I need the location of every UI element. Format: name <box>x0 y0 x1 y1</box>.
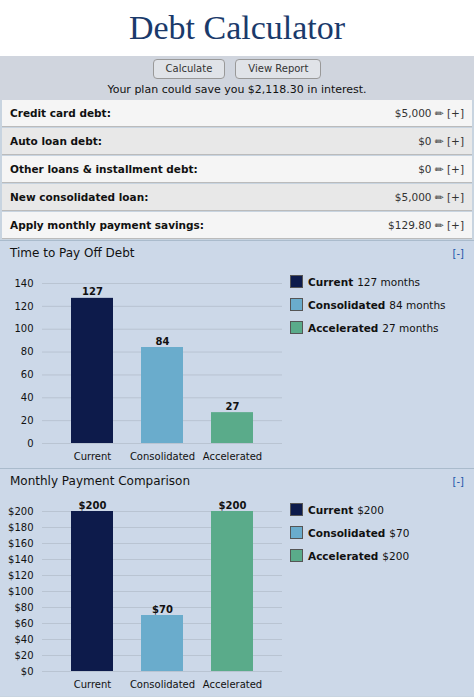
svg-text:80: 80 <box>21 346 34 357</box>
svg-text:$200: $200 <box>8 506 33 517</box>
html-text:Accelerated $200: Accelerated $200 <box>308 549 410 562</box>
html-text:$5,000 ✏ [+]: $5,000 ✏ [+] <box>394 191 464 203</box>
html-text:$129.80 ✏ [+]: $129.80 ✏ [+] <box>388 219 464 231</box>
svg-text:100: 100 <box>14 323 33 334</box>
svg-text:Current: Current <box>74 679 112 690</box>
svg-text:84: 84 <box>156 336 170 347</box>
svg-text:20: 20 <box>21 415 34 426</box>
html-text:Consolidated 84 months: Consolidated 84 months <box>308 298 446 311</box>
svg-text:Consolidated: Consolidated <box>130 451 195 462</box>
html-text:Time to Pay Off Debt: Time to Pay Off Debt <box>10 246 135 260</box>
html-text:Current 127 months: Current 127 months <box>308 275 421 288</box>
svg-text:Current: Current <box>74 451 112 462</box>
svg-text:$100: $100 <box>8 586 33 597</box>
svg-text:Accelerated: Accelerated <box>203 451 262 462</box>
html-text:New consolidated loan:: New consolidated loan: <box>10 191 149 203</box>
html-text:Monthly Payment Comparison: Monthly Payment Comparison <box>10 474 191 488</box>
html-text:Consolidated $70: Consolidated $70 <box>308 526 410 539</box>
svg-text:Accelerated: Accelerated <box>203 679 262 690</box>
svg-text:140: 140 <box>14 278 33 289</box>
svg-text:Consolidated: Consolidated <box>130 679 195 690</box>
html-text:$0 ✏ [+]: $0 ✏ [+] <box>418 135 464 147</box>
svg-text:$20: $20 <box>14 650 33 661</box>
html-text:Other loans & installment debt: Other loans & installment debt: <box>10 163 198 175</box>
html-text:Calculate: Calculate <box>165 63 213 74</box>
html-text:Debt Calculator: Debt Calculator <box>128 9 346 46</box>
html-text:Auto loan debt:: Auto loan debt: <box>10 135 102 147</box>
svg-text:127: 127 <box>82 286 103 297</box>
svg-text:$160: $160 <box>8 538 33 549</box>
html-text:Apply monthly payment savings:: Apply monthly payment savings: <box>10 219 204 231</box>
html-text:$0 ✏ [+]: $0 ✏ [+] <box>418 163 464 175</box>
html-text:Current $200: Current $200 <box>308 503 384 516</box>
svg-text:$40: $40 <box>14 634 33 645</box>
svg-text:$60: $60 <box>14 618 33 629</box>
html-text:View Report: View Report <box>248 63 309 74</box>
svg-text:$200: $200 <box>79 500 107 511</box>
html-text:$5,000 ✏ [+]: $5,000 ✏ [+] <box>394 107 464 119</box>
svg-text:0: 0 <box>27 438 33 449</box>
svg-text:120: 120 <box>14 301 33 312</box>
svg-text:$180: $180 <box>8 522 33 533</box>
svg-text:27: 27 <box>226 401 240 412</box>
svg-text:$0: $0 <box>21 666 34 677</box>
html-text:Credit card debt:: Credit card debt: <box>10 107 111 119</box>
svg-text:60: 60 <box>21 369 34 380</box>
svg-text:$120: $120 <box>8 570 33 581</box>
svg-text:$80: $80 <box>14 602 33 613</box>
html-text:Your plan could save you $2,11: Your plan could save you $2,118.30 in in… <box>107 83 367 96</box>
svg-text:40: 40 <box>21 392 34 403</box>
html-text:Accelerated 27 months: Accelerated 27 months <box>308 321 439 334</box>
svg-text:$70: $70 <box>152 604 173 615</box>
svg-text:$140: $140 <box>8 554 33 565</box>
svg-text:$200: $200 <box>219 500 247 511</box>
